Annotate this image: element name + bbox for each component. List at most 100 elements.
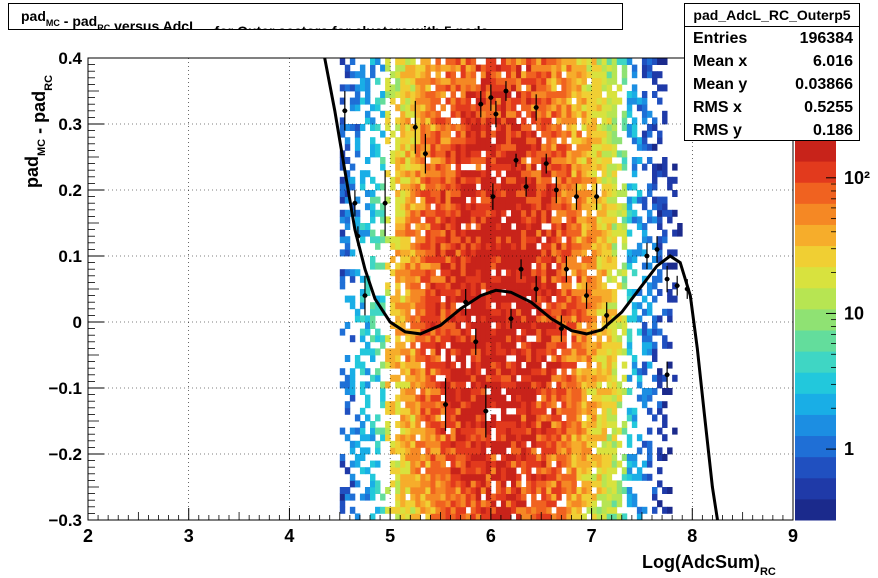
heatmap-cell bbox=[450, 394, 457, 402]
heatmap-cell bbox=[546, 124, 552, 131]
heatmap-cell bbox=[521, 203, 527, 211]
heatmap-cell bbox=[561, 110, 567, 118]
point-marker bbox=[518, 266, 524, 272]
profile-point bbox=[664, 361, 670, 388]
heatmap-cell bbox=[359, 427, 366, 435]
heatmap-cell bbox=[445, 203, 451, 211]
heatmap-cell bbox=[662, 434, 668, 442]
heatmap-cell bbox=[576, 374, 582, 382]
heatmap-cell bbox=[405, 104, 411, 112]
heatmap-cell bbox=[591, 454, 598, 461]
stats-label: RMS y bbox=[693, 122, 742, 139]
heatmap-cell bbox=[420, 335, 426, 343]
heatmap-cell bbox=[521, 282, 527, 290]
heatmap-cell bbox=[450, 209, 457, 217]
heatmap-cell bbox=[495, 361, 502, 369]
heatmap-cell bbox=[445, 249, 451, 257]
heatmap-cell bbox=[460, 269, 467, 277]
heatmap-cell bbox=[616, 58, 623, 65]
heatmap-cell bbox=[460, 308, 467, 316]
heatmap-cell bbox=[470, 401, 477, 409]
heatmap-cell bbox=[450, 91, 457, 98]
heatmap-cell bbox=[470, 124, 477, 131]
heatmap-cell bbox=[566, 460, 572, 468]
y-tick-label: 0 bbox=[73, 313, 82, 332]
heatmap-cell bbox=[536, 460, 542, 468]
heatmap-cell bbox=[425, 104, 431, 112]
point-marker bbox=[594, 194, 600, 200]
heatmap-cell bbox=[516, 58, 522, 65]
heatmap-cell bbox=[646, 407, 653, 415]
heatmap-cell bbox=[546, 157, 552, 164]
heatmap-cell bbox=[435, 71, 441, 79]
heatmap-cell bbox=[531, 150, 537, 158]
heatmap-cell bbox=[591, 64, 598, 72]
heatmap-cell bbox=[536, 170, 542, 178]
heatmap-cell bbox=[571, 163, 577, 171]
heatmap-cell bbox=[596, 110, 603, 118]
heatmap-cell bbox=[425, 434, 431, 442]
heatmap-cell bbox=[485, 71, 492, 79]
heatmap-cell bbox=[435, 236, 441, 244]
heatmap-cell bbox=[455, 84, 462, 92]
heatmap-cell bbox=[415, 110, 421, 118]
heatmap-cell bbox=[500, 91, 507, 98]
heatmap-cell bbox=[586, 216, 592, 224]
heatmap-cell bbox=[505, 117, 512, 125]
heatmap-cell bbox=[420, 374, 426, 382]
heatmap-cell bbox=[621, 388, 628, 395]
heatmap-cell bbox=[672, 229, 678, 237]
x-tick-label: 2 bbox=[83, 526, 93, 546]
heatmap-cell bbox=[531, 500, 537, 508]
heatmap-cell bbox=[581, 275, 587, 283]
heatmap-cell bbox=[430, 381, 436, 389]
heatmap-cell bbox=[460, 58, 467, 65]
heatmap-cell bbox=[571, 322, 577, 329]
heatmap-cell bbox=[500, 275, 507, 283]
heatmap-cell bbox=[405, 374, 411, 382]
heatmap-cell bbox=[586, 368, 592, 376]
heatmap-cell bbox=[475, 381, 482, 389]
heatmap-cell bbox=[551, 335, 557, 343]
heatmap-cell bbox=[596, 256, 603, 263]
heatmap-cell bbox=[375, 335, 381, 343]
heatmap-cell bbox=[495, 341, 502, 349]
heatmap-cell bbox=[657, 84, 663, 92]
heatmap-cell bbox=[516, 242, 522, 250]
heatmap-cell bbox=[571, 58, 577, 65]
heatmap-cell bbox=[385, 289, 391, 296]
heatmap-cell bbox=[636, 104, 643, 112]
heatmap-cell bbox=[581, 190, 587, 197]
heatmap-cell bbox=[556, 506, 562, 514]
heatmap-cell bbox=[490, 368, 497, 376]
heatmap-cell bbox=[470, 262, 477, 270]
heatmap-cell bbox=[485, 473, 492, 481]
heatmap-cell bbox=[551, 355, 557, 362]
heatmap-cell bbox=[556, 341, 562, 349]
heatmap-cell bbox=[551, 64, 557, 72]
heatmap-cell bbox=[636, 143, 643, 151]
heatmap-cell bbox=[370, 143, 376, 151]
heatmap-cell bbox=[657, 374, 663, 382]
heatmap-cell bbox=[641, 394, 648, 402]
heatmap-cell bbox=[601, 209, 608, 217]
heatmap-cell bbox=[475, 117, 482, 125]
heatmap-cell bbox=[425, 355, 431, 362]
heatmap-cell bbox=[657, 223, 663, 230]
heatmap-cell bbox=[571, 269, 577, 277]
heatmap-cell bbox=[601, 401, 608, 409]
heatmap-cell bbox=[556, 170, 562, 178]
heatmap-cell bbox=[495, 137, 502, 145]
heatmap-cell bbox=[440, 315, 446, 323]
heatmap-cell bbox=[420, 196, 426, 204]
heatmap-cell bbox=[581, 473, 587, 481]
point-marker bbox=[488, 95, 494, 100]
heatmap-cell bbox=[430, 348, 436, 356]
heatmap-cell bbox=[344, 157, 351, 164]
heatmap-cell bbox=[359, 328, 366, 336]
heatmap-cell bbox=[475, 454, 482, 461]
heatmap-cell bbox=[420, 308, 426, 316]
heatmap-cell bbox=[415, 421, 421, 428]
heatmap-cell bbox=[606, 467, 613, 475]
heatmap-cell bbox=[400, 388, 406, 395]
